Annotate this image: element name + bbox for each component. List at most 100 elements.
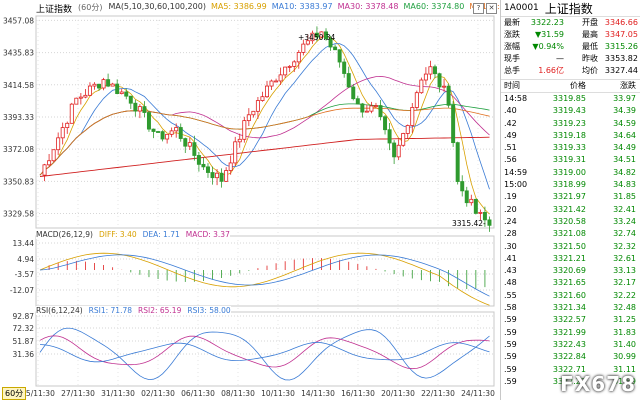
candle-body (432, 66, 437, 75)
ma10-line (39, 43, 490, 190)
candle-body (278, 74, 283, 82)
close-icon[interactable]: ✕ (486, 3, 497, 14)
date-tick-label: 16/11:30 (341, 389, 375, 398)
tick-change: 33.97 (613, 94, 636, 103)
tick-price: 3321.21 (552, 253, 586, 263)
candle-body (296, 51, 301, 63)
period-button[interactable]: 60分 (2, 387, 27, 400)
tick-change: 31.40 (613, 339, 636, 349)
tick-row: .48 3321.65 32.17 (501, 277, 640, 289)
candle-body (78, 96, 83, 99)
tick-change: 34.83 (613, 180, 636, 190)
candle-body (269, 80, 274, 87)
candle-body (260, 96, 265, 101)
price-tick-label: 3393.33 (3, 113, 34, 122)
tick-price: 3321.65 (552, 278, 586, 288)
candle-body (137, 106, 142, 112)
tick-time: .41 (504, 253, 517, 263)
candle-body (423, 73, 428, 81)
quote-summary: 最新 3322.23 开盘 3346.66 涨跌 ▼31.59 最高 3347.0… (501, 17, 640, 77)
candle-body (401, 133, 406, 146)
candle-body (419, 79, 424, 94)
ma5-line (39, 35, 490, 215)
ma200-line (39, 136, 490, 177)
rsi-tick-label: 31.36 (13, 350, 35, 359)
quote-label: 开盘 (582, 18, 598, 27)
tick-price: 3322.71 (552, 364, 586, 374)
candle-body (246, 114, 251, 122)
candle-body (283, 66, 288, 76)
tick-time: .30 (504, 241, 517, 251)
tick-time: .20 (504, 204, 517, 214)
candle-body (119, 91, 124, 94)
tick-price: 3319.18 (552, 130, 586, 140)
tick-price: 3319.23 (552, 118, 586, 128)
tick-row: .59 3322.71 31.11 (501, 364, 640, 376)
candle-body (351, 86, 356, 100)
tick-change: 31.85 (613, 192, 636, 202)
tick-row: .59 3321.99 31.83 (501, 327, 640, 339)
toolbar-icons: ? ✕ (473, 3, 497, 14)
chart-area[interactable]: 3457.08 3435.83 3414.58 3393.33 3372.08 3350.… (0, 0, 500, 400)
tick-change: 33.24 (613, 216, 636, 226)
tick-change: 33.13 (613, 266, 636, 276)
candle-body (233, 141, 238, 164)
rsi-line (39, 327, 490, 381)
macd-panel-frame (35, 235, 495, 307)
rsi-panel-frame (35, 311, 495, 387)
tick-row: .59 3322.43 31.40 (501, 339, 640, 351)
tick-time: .42 (504, 118, 517, 128)
tick-price: 3321.60 (552, 290, 586, 300)
candle-body (405, 125, 410, 134)
ma-legend-item: MA5: 3386.99 (210, 2, 267, 11)
candle-body (460, 181, 465, 192)
chart-svg[interactable]: 3457.08 3435.83 3414.58 3393.33 3372.08 3350.… (0, 0, 500, 400)
tick-change: 32.61 (613, 253, 636, 263)
candle-body (74, 97, 79, 105)
date-tick-label: 24/11:30 (461, 389, 495, 398)
tick-price: 3319.31 (552, 155, 586, 165)
main-title: 上证指数 (36, 5, 73, 15)
candle-body (305, 40, 310, 45)
ma60-line (39, 103, 490, 176)
candle-body (387, 129, 392, 144)
help-icon[interactable]: ? (473, 3, 484, 14)
tick-price: 3322.23 (552, 376, 586, 386)
tick-row: .49 3319.18 34.64 (501, 130, 640, 142)
tick-price: 3320.69 (552, 266, 586, 276)
tick-price: 3322.84 (552, 352, 586, 362)
candle-body (464, 190, 469, 204)
tick-change: 34.82 (613, 167, 636, 177)
tick-change: 32.41 (613, 204, 636, 214)
candle-body (392, 142, 397, 158)
quote-row: 总手 1.66亿 均价 3327.44 (501, 65, 640, 77)
tick-time: .51 (504, 143, 517, 153)
quote-label: 最新 (504, 18, 520, 27)
tick-time: .59 (504, 315, 517, 325)
candle-body (428, 66, 433, 75)
macd-diff-line (39, 252, 490, 306)
candle-body (65, 122, 70, 129)
candle-body (319, 31, 324, 38)
date-tick-label: 02/11:30 (141, 389, 175, 398)
rsi-tick-label: 92.87 (13, 312, 35, 321)
candle-body (328, 38, 333, 48)
candle-body (364, 110, 369, 113)
candle-body (178, 127, 183, 139)
candle-body (115, 83, 120, 94)
tick-row: .55 3321.60 32.22 (501, 290, 640, 302)
candle-body (219, 172, 224, 182)
tick-row: .24 3320.58 33.24 (501, 216, 640, 228)
candle-body (146, 112, 151, 130)
candle-body (265, 85, 269, 98)
tick-price: 3321.34 (552, 303, 586, 313)
candle-body (237, 138, 242, 143)
candle-body (469, 198, 474, 204)
ma100-line (39, 107, 490, 176)
candle-body (301, 43, 306, 53)
candle-body (355, 98, 360, 105)
candle-body (69, 103, 74, 124)
date-tick-label: 27/11:30 (61, 389, 95, 398)
tick-table[interactable]: 14:58 3319.85 33.97.40 3319.43 34.39.42 … (501, 93, 640, 388)
candle-body (97, 83, 102, 89)
